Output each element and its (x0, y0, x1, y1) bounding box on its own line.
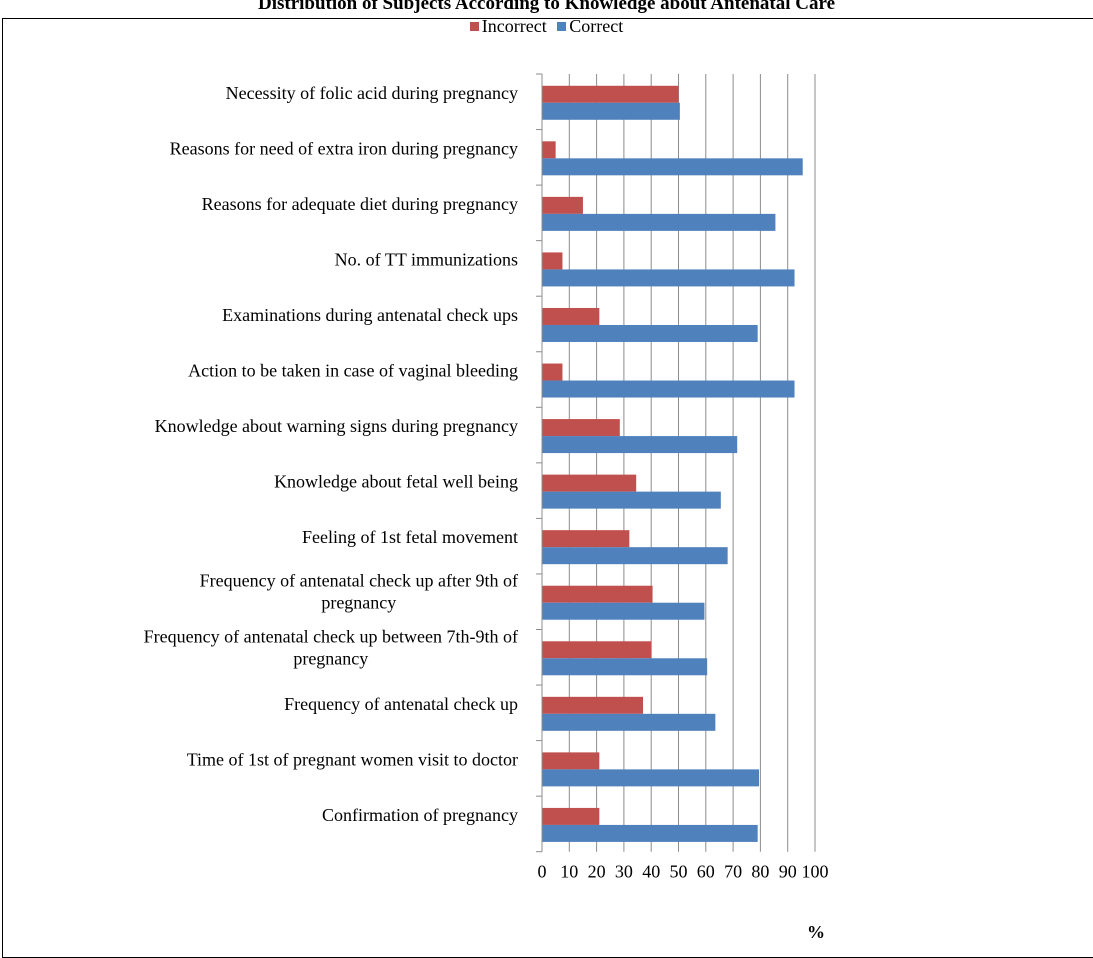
bars (542, 85, 803, 842)
category-label: pregnancy (293, 648, 368, 668)
bar-correct (542, 380, 795, 398)
legend-item-incorrect: Incorrect (469, 16, 547, 37)
bar-incorrect (542, 85, 679, 103)
legend-label-correct: Correct (569, 16, 624, 36)
category-label: Necessity of folic acid during pregnancy (226, 83, 518, 103)
bar-incorrect (542, 141, 556, 159)
gridlines (568, 74, 816, 852)
value-axis: 0 10 20 30 40 50 60 70 80 90 100 (536, 73, 829, 882)
x-tick-label: 30 (615, 862, 633, 882)
x-axis-label: % (807, 922, 825, 942)
bar-incorrect (542, 307, 600, 325)
bar-incorrect (542, 419, 620, 437)
category-label: Time of 1st of pregnant women visit to d… (187, 749, 518, 769)
bar-correct (542, 324, 758, 342)
bar-incorrect (542, 807, 600, 825)
bar-correct (542, 102, 680, 120)
category-label: Frequency of antenatal check up after 9t… (200, 571, 518, 591)
bar-incorrect (542, 363, 563, 381)
category-label: Reasons for need of extra iron during pr… (170, 138, 518, 158)
bar-correct (542, 658, 708, 676)
bar-incorrect (542, 196, 583, 214)
bar-incorrect (542, 585, 653, 603)
x-tick-label: 60 (697, 862, 715, 882)
bar-correct (542, 436, 738, 454)
bar-incorrect (542, 641, 652, 659)
category-labels: Necessity of folic acid during pregnancy… (144, 83, 518, 825)
x-tick-label: 40 (642, 862, 660, 882)
bar-incorrect (542, 696, 644, 714)
x-tick-label: 10 (560, 862, 578, 882)
bar-incorrect (542, 530, 630, 548)
bar-correct (542, 769, 760, 787)
x-tick-label: 20 (588, 862, 606, 882)
bar-incorrect (542, 252, 563, 270)
bar-correct (542, 824, 758, 842)
category-label: Knowledge about fetal well being (274, 472, 518, 492)
category-label: Feeling of 1st fetal movement (302, 527, 518, 547)
bar-incorrect (542, 752, 600, 770)
x-tick-label: 50 (670, 862, 688, 882)
category-label: No. of TT immunizations (335, 249, 518, 269)
category-label: Examinations during antenatal check ups (222, 305, 518, 325)
x-tick-label: 70 (724, 862, 742, 882)
x-tick-label: 90 (779, 862, 797, 882)
bar-incorrect (542, 474, 637, 492)
bar-correct (542, 491, 721, 509)
category-label: Confirmation of pregnancy (322, 805, 518, 825)
category-label: Reasons for adequate diet during pregnan… (202, 194, 518, 214)
bar-correct (542, 713, 716, 731)
legend-label-incorrect: Incorrect (481, 16, 547, 36)
legend: Incorrect Correct (0, 16, 1093, 37)
bar-correct (542, 602, 705, 620)
bar-correct (542, 158, 803, 176)
bar-correct (542, 213, 776, 231)
category-label: Knowledge about warning signs during pre… (155, 416, 518, 436)
category-label: pregnancy (321, 593, 396, 613)
bar-correct (542, 269, 795, 287)
x-tick-label: 100 (802, 862, 829, 882)
chart-title: Distribution of Subjects According to Kn… (257, 0, 836, 14)
category-label: Action to be taken in case of vaginal bl… (188, 361, 518, 381)
category-label: Frequency of antenatal check up between … (144, 626, 518, 646)
legend-item-correct: Correct (557, 16, 623, 37)
x-tick-label: 0 (538, 862, 547, 882)
legend-swatch-correct (557, 22, 567, 31)
bar-correct (542, 547, 728, 565)
legend-swatch-incorrect (469, 22, 479, 31)
x-tick-label: 80 (751, 862, 769, 882)
category-label: Frequency of antenatal check up (284, 694, 518, 714)
